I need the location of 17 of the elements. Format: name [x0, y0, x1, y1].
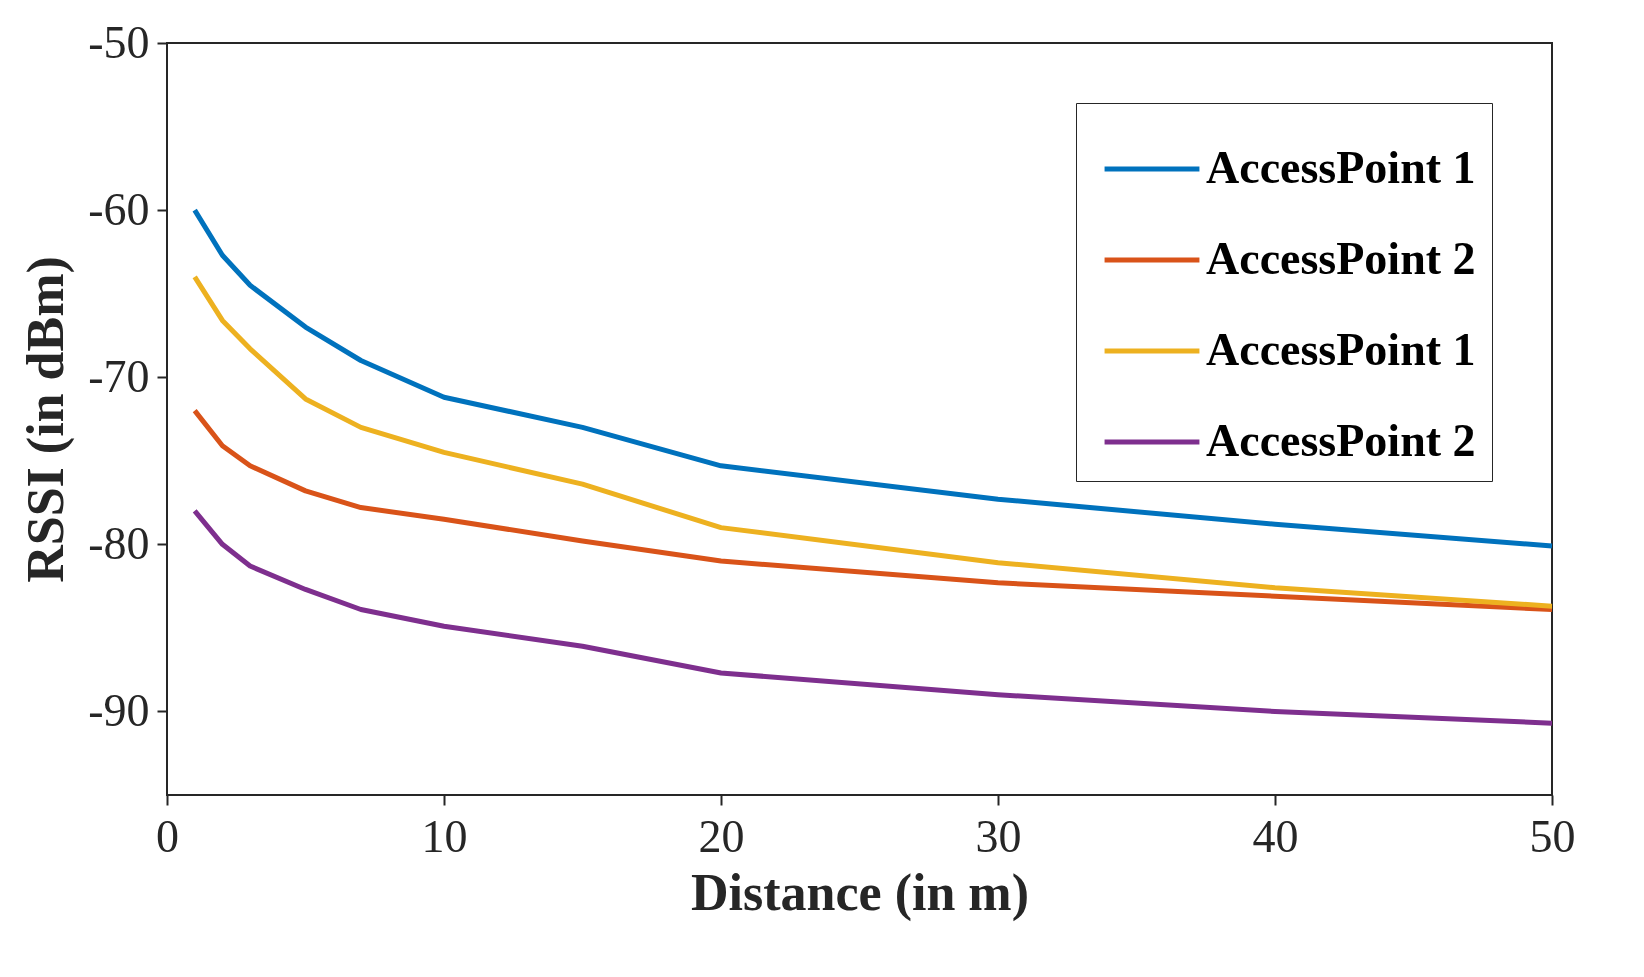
y-tick-label: -50: [88, 16, 150, 68]
legend-label: AccessPoint 1: [1206, 142, 1476, 193]
y-tick-label: -80: [88, 517, 150, 569]
x-axis-title: Distance (in m): [691, 863, 1029, 922]
x-tick-label: 20: [698, 810, 745, 862]
y-axis-title: RSSI (in dBm): [17, 256, 76, 583]
legend-label: AccessPoint 2: [1206, 233, 1476, 284]
x-tick-label: 30: [975, 810, 1022, 862]
legend-label: AccessPoint 1: [1206, 324, 1476, 375]
x-tick-label: 50: [1529, 810, 1576, 862]
y-tick-label: -60: [88, 183, 150, 235]
x-tick-label: 0: [156, 810, 179, 862]
x-tick-label: 10: [421, 810, 468, 862]
y-tick-label: -90: [88, 684, 150, 736]
y-tick-label: -70: [88, 350, 150, 402]
legend-label: AccessPoint 2: [1206, 415, 1476, 466]
x-tick-label: 40: [1252, 810, 1299, 862]
